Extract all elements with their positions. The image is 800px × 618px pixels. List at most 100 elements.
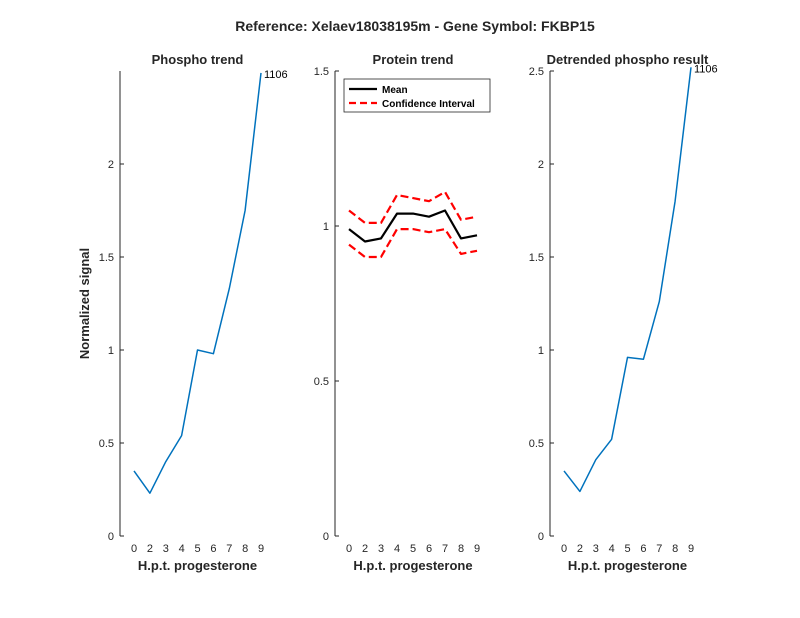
phospho-x-tick-label: 5 [194, 543, 200, 555]
protein-data-point [380, 222, 382, 224]
protein-data-point [428, 216, 430, 218]
protein-axes-title: Protein trend [373, 52, 454, 67]
phospho-series-line-signal [133, 72, 262, 494]
protein-data-point [476, 234, 478, 236]
protein-data-point [380, 237, 382, 239]
phospho-y-tick-label: 0 [108, 531, 114, 543]
protein-series-line-mean [348, 209, 478, 243]
detrended-y-tick-label: 2 [538, 159, 544, 171]
detrended-data-point [658, 300, 660, 302]
detrended-series-line-signal [563, 67, 692, 493]
protein-x-tick-label: 7 [442, 543, 448, 555]
protein-data-point [460, 253, 462, 255]
detrended-y-tick-label: 1 [538, 345, 544, 357]
phospho-y-tick-label: 2 [108, 159, 114, 171]
detrended-y-tick-label: 0 [538, 531, 544, 543]
protein-y-tick-label: 1.5 [314, 66, 329, 78]
detrended-x-tick-label: 5 [624, 543, 630, 555]
protein-data-point [348, 228, 350, 230]
phospho-y-tick-label: 0.5 [99, 438, 114, 450]
detrended-x-tick-label: 8 [672, 543, 678, 555]
phospho-data-point [260, 72, 262, 74]
detrended-data-point [626, 356, 628, 358]
protein-data-point [460, 219, 462, 221]
protein-data-point [476, 216, 478, 218]
phospho-data-point [244, 209, 246, 211]
protein-x-tick-label: 5 [410, 543, 416, 555]
phospho-x-tick-label: 6 [210, 543, 216, 555]
detrended-point-annotation: 1106 [694, 63, 718, 75]
phospho-x-tick-label: 9 [258, 543, 264, 555]
detrended-x-tick-label: 7 [656, 543, 662, 555]
protein-data-point [348, 209, 350, 211]
phospho-data-point [165, 460, 167, 462]
phospho-x-tick-label: 2 [147, 543, 153, 555]
protein-data-point [444, 228, 446, 230]
phospho-x-tick-label: 8 [242, 543, 248, 555]
protein-x-tick-label: 4 [394, 543, 400, 555]
detrended-y-tick-label: 0.5 [529, 438, 544, 450]
legend-box [343, 78, 491, 113]
phospho-y-tick-label: 1.5 [99, 252, 114, 264]
phospho-data-point [228, 287, 230, 289]
protein-data-point [412, 212, 414, 214]
phospho-y-tick-label: 1 [108, 345, 114, 357]
figure-suptitle: Reference: Xelaev18038195m - Gene Symbol… [235, 18, 595, 34]
detrended-x-tick-label: 6 [640, 543, 646, 555]
protein-data-point [444, 191, 446, 193]
protein-y-tick-label: 0 [323, 531, 329, 543]
detrended-x-axis-label: H.p.t. progesterone [568, 558, 687, 573]
protein-data-point [364, 256, 366, 258]
protein-y-tick-label: 1 [323, 221, 329, 233]
protein-series-line-confidence-interval [348, 190, 478, 224]
detrended-x-tick-label: 0 [561, 543, 567, 555]
protein-data-point [428, 231, 430, 233]
detrended-data-point [642, 358, 644, 360]
protein-data-point [364, 222, 366, 224]
detrended-data-point [674, 200, 676, 202]
protein-data-point [412, 197, 414, 199]
phospho-axes-title: Phospho trend [152, 52, 244, 67]
protein-data-point [444, 209, 446, 211]
protein-data-point [348, 243, 350, 245]
detrended-data-point [563, 470, 565, 472]
protein-data-point [412, 228, 414, 230]
detrended-y-tick-label: 2.5 [529, 66, 544, 78]
protein-data-point [396, 212, 398, 214]
protein-x-tick-label: 9 [474, 543, 480, 555]
phospho-data-point [133, 470, 135, 472]
protein-data-point [364, 240, 366, 242]
detrended-data-point [610, 438, 612, 440]
detrended-axes-title: Detrended phospho result [547, 52, 709, 67]
detrended-y-tick-label: 1.5 [529, 252, 544, 264]
legend-label-confidence-interval: Confidence Interval [382, 99, 475, 110]
protein-x-tick-label: 0 [346, 543, 352, 555]
protein-y-tick-label: 0.5 [314, 376, 329, 388]
phospho-x-axis-label: H.p.t. progesterone [138, 558, 257, 573]
phospho-data-point [212, 353, 214, 355]
detrended-x-tick-label: 9 [688, 543, 694, 555]
legend-label-mean: Mean [382, 85, 408, 96]
phospho-y-axis-label: Normalized signal [77, 248, 92, 359]
phospho-x-tick-label: 0 [131, 543, 137, 555]
phospho-point-annotation: 1106 [264, 69, 288, 81]
protein-data-point [428, 200, 430, 202]
protein-x-tick-label: 3 [378, 543, 384, 555]
detrended-x-tick-label: 4 [609, 543, 615, 555]
protein-x-axis-label: H.p.t. progesterone [353, 558, 472, 573]
protein-data-point [380, 256, 382, 258]
detrended-x-tick-label: 3 [593, 543, 599, 555]
detrended-x-tick-label: 2 [577, 543, 583, 555]
phospho-x-tick-label: 4 [179, 543, 185, 555]
phospho-data-point [149, 492, 151, 494]
protein-series-line-ci-lower [348, 228, 478, 259]
protein-x-tick-label: 8 [458, 543, 464, 555]
protein-data-point [396, 228, 398, 230]
protein-data-point [460, 237, 462, 239]
protein-data-point [396, 194, 398, 196]
detrended-data-point [690, 66, 692, 68]
